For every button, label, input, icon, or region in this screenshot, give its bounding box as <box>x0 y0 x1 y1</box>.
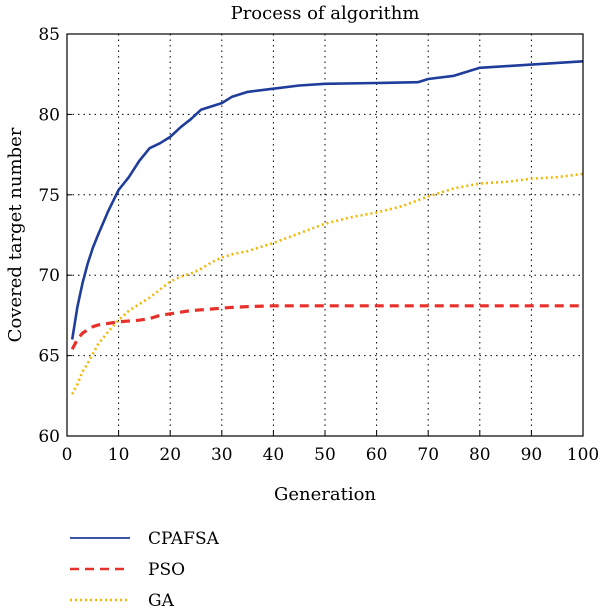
x-tick-label: 50 <box>314 445 336 465</box>
y-axis-label: Covered target number <box>5 127 26 342</box>
legend-label-ga: GA <box>148 591 175 611</box>
series-line-cpafsa <box>70 60 584 340</box>
x-tick-label: 20 <box>159 445 181 465</box>
x-axis-label: Generation <box>274 484 376 505</box>
grid <box>67 34 583 436</box>
legend: CPAFSA PSO GA <box>70 529 220 611</box>
y-axis: 60 65 70 75 80 85 <box>38 25 72 447</box>
x-tick-label: 0 <box>62 445 73 465</box>
series-layer <box>70 60 584 395</box>
y-tick-label: 75 <box>38 186 60 206</box>
y-tick-label: 60 <box>38 427 60 447</box>
x-tick-label: 10 <box>108 445 130 465</box>
x-tick-label: 30 <box>211 445 233 465</box>
x-tick-label: 100 <box>567 445 599 465</box>
series-line-ga <box>71 172 584 395</box>
x-tick-label: 40 <box>263 445 285 465</box>
series-line-pso <box>70 304 583 350</box>
x-tick-label: 80 <box>469 445 491 465</box>
x-tick-label: 90 <box>521 445 543 465</box>
x-tick-label: 60 <box>366 445 388 465</box>
legend-label-cpafsa: CPAFSA <box>148 529 220 549</box>
x-axis: 0 10 20 30 40 50 60 70 80 90 100 <box>62 431 599 465</box>
y-tick-label: 85 <box>38 25 60 45</box>
y-tick-label: 65 <box>38 347 60 367</box>
y-tick-label: 80 <box>38 105 60 125</box>
x-tick-label: 70 <box>417 445 439 465</box>
chart-title: Process of algorithm <box>231 3 420 24</box>
legend-label-pso: PSO <box>148 560 185 580</box>
y-tick-label: 70 <box>38 266 60 286</box>
